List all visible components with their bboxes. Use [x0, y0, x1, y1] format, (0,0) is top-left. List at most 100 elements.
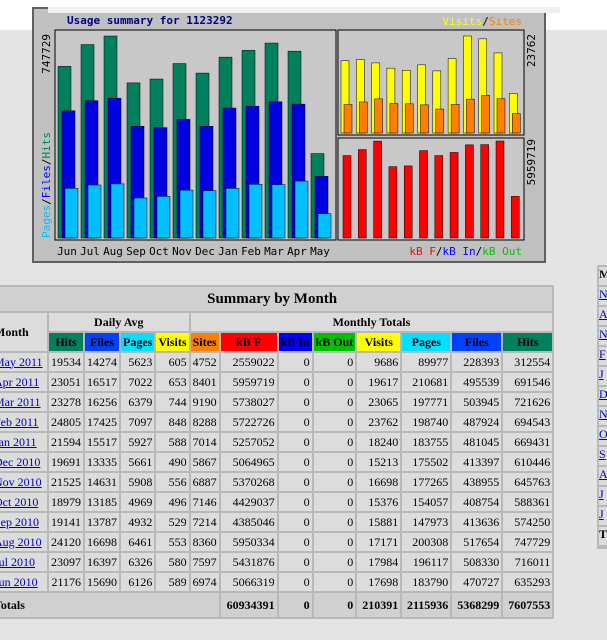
side-link[interactable]: F	[599, 347, 606, 361]
value-cell: 210681	[402, 373, 451, 391]
side-cell: F	[599, 347, 607, 365]
legend-item: Pages	[40, 205, 53, 238]
value-cell: 716011	[503, 553, 553, 571]
side-link[interactable]: S	[599, 447, 606, 461]
month-label: May	[310, 245, 330, 258]
month-link[interactable]: Jun 2010	[0, 574, 38, 589]
month-link[interactable]: Nov 2010	[0, 474, 42, 489]
side-link[interactable]: A	[599, 467, 607, 481]
value-cell: 8401	[190, 373, 219, 391]
value-cell: 16256	[85, 393, 119, 411]
legend-item: /	[482, 15, 489, 28]
value-cell: 747729	[503, 533, 553, 551]
value-cell: 9686	[357, 353, 401, 371]
month-cell: Sep 2010	[0, 513, 47, 531]
value-cell: 5370268	[220, 473, 277, 491]
value-cell: 6461	[121, 533, 155, 551]
value-cell: 4969	[121, 493, 155, 511]
month-link[interactable]: Mar 2011	[0, 394, 41, 409]
pages-bar	[294, 180, 309, 239]
month-link[interactable]: Aug 2010	[0, 534, 42, 549]
side-link[interactable]: N	[599, 407, 607, 421]
value-cell: 5927	[121, 433, 155, 451]
side-link[interactable]: O	[599, 427, 607, 441]
value-cell: 0	[278, 433, 312, 451]
legend-item: /	[40, 159, 53, 166]
side-link[interactable]: J	[599, 367, 604, 381]
legend-item: Files	[40, 165, 53, 198]
month-link[interactable]: May 2011	[0, 354, 43, 369]
value-cell: 14274	[85, 353, 119, 371]
kbf-bar	[388, 166, 398, 239]
month-label: Jan	[218, 245, 238, 258]
month-row: Feb 201124805174257097848828857227260023…	[0, 413, 553, 431]
month-label: Mar	[264, 245, 284, 258]
value-cell: 645763	[503, 473, 553, 491]
monthly-header: Monthly Totals	[190, 313, 553, 331]
value-cell: 17171	[357, 533, 401, 551]
side-link[interactable]: N	[599, 287, 607, 301]
total-cell: 5368299	[452, 593, 502, 617]
value-cell: 2559022	[220, 353, 277, 371]
pages-bar	[225, 188, 240, 239]
totals-row: Totals6093439100210391211593653682997607…	[0, 593, 553, 617]
value-cell: 24120	[49, 533, 83, 551]
pages-bar	[133, 197, 148, 239]
value-cell: 6974	[190, 573, 219, 591]
value-cell: 23051	[49, 373, 83, 391]
pages-bar	[110, 183, 125, 239]
total-cell: 2115936	[402, 593, 451, 617]
month-label: Aug	[103, 245, 123, 258]
value-cell: 16517	[85, 373, 119, 391]
month-row: May 201119534142745623605475225590220096…	[0, 353, 553, 371]
bottom-right-panel	[337, 137, 525, 241]
column-header: Files	[452, 333, 502, 351]
value-cell: 15376	[357, 493, 401, 511]
side-link[interactable]: J	[599, 507, 604, 521]
side-link[interactable]: N	[599, 327, 607, 341]
value-cell: 6126	[121, 573, 155, 591]
value-cell: 691546	[503, 373, 553, 391]
value-cell: 4932	[121, 513, 155, 531]
value-cell: 15690	[85, 573, 119, 591]
month-header: Month	[0, 313, 47, 351]
pages-bar	[64, 188, 79, 239]
side-link[interactable]: A	[599, 307, 607, 321]
month-link[interactable]: Dec 2010	[0, 454, 41, 469]
month-link[interactable]: Feb 2011	[0, 414, 39, 429]
value-cell: 5722726	[220, 413, 277, 431]
value-cell: 744	[156, 393, 189, 411]
side-header: M	[599, 267, 607, 281]
column-header: Visits	[156, 333, 189, 351]
value-cell: 7097	[121, 413, 155, 431]
value-cell: 481045	[452, 433, 502, 451]
month-link[interactable]: Oct 2010	[0, 494, 39, 509]
side-cell: S	[599, 447, 607, 465]
value-cell: 413397	[452, 453, 502, 471]
month-link[interactable]: Jan 2011	[0, 434, 37, 449]
value-cell: 0	[313, 573, 356, 591]
legend-item: kB F	[409, 245, 436, 258]
month-label: Sep	[126, 245, 146, 258]
side-link[interactable]: D	[599, 387, 607, 401]
value-cell: 0	[278, 413, 312, 431]
legend-item: Sites	[489, 15, 522, 28]
kbf-bar	[419, 150, 428, 239]
value-cell: 588361	[503, 493, 553, 511]
month-link[interactable]: Apr 2011	[0, 374, 40, 389]
legend-item: /	[436, 245, 443, 258]
side-link[interactable]: J	[599, 487, 604, 501]
kbf-bar	[358, 149, 367, 239]
month-cell: Aug 2010	[0, 533, 47, 551]
total-cell: 60934391	[220, 593, 277, 617]
side-cell: N	[599, 287, 607, 305]
value-cell: 147973	[402, 513, 451, 531]
kbf-bar	[465, 144, 474, 239]
value-cell: 0	[278, 573, 312, 591]
value-cell: 19534	[49, 353, 83, 371]
value-cell: 0	[313, 393, 356, 411]
value-cell: 0	[278, 453, 312, 471]
month-row: Sep 201019141137874932529721443850460015…	[0, 513, 553, 531]
month-link[interactable]: Jul 2010	[0, 554, 36, 569]
month-link[interactable]: Sep 2010	[0, 514, 39, 529]
